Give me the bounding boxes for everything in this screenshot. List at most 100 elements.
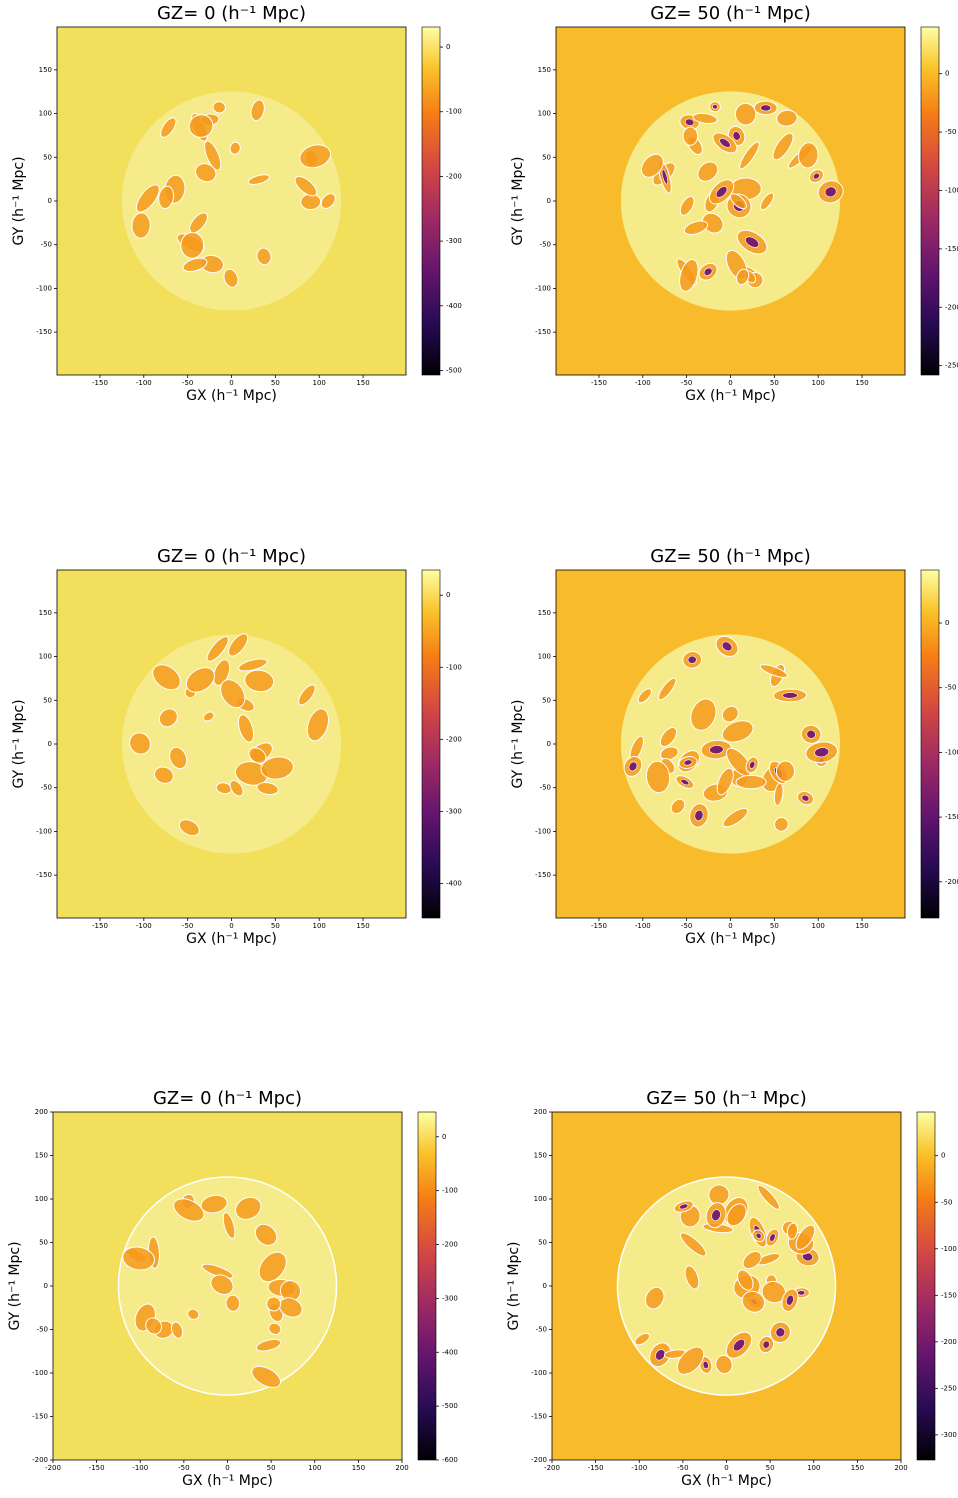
structure	[160, 117, 177, 138]
x-tick-label: 100	[807, 1464, 820, 1472]
x-tick-label: -100	[136, 379, 152, 387]
y-tick-label: 50	[538, 1239, 547, 1247]
y-tick-label: -150	[32, 1413, 48, 1421]
colorbar-tick-label: -200	[945, 878, 958, 886]
y-axis-label: GY (h⁻¹ Mpc)	[11, 699, 27, 788]
structure	[256, 782, 279, 796]
x-tick-label: 100	[308, 1464, 321, 1472]
structure-core	[732, 1338, 746, 1352]
structure	[299, 144, 332, 169]
structure	[254, 1223, 278, 1246]
structure	[131, 212, 151, 239]
colorbar-tick-label: -150	[941, 1291, 957, 1299]
structure	[173, 1198, 205, 1222]
y-tick-label: 50	[43, 696, 52, 704]
y-tick-label: -100	[36, 284, 52, 292]
y-tick-label: 200	[35, 1108, 48, 1116]
y-axis-label: GY (h⁻¹ Mpc)	[7, 1241, 23, 1330]
y-tick-label: -150	[535, 328, 551, 336]
field	[57, 27, 406, 375]
x-tick-label: -200	[45, 1464, 61, 1472]
x-tick-label: 50	[766, 1464, 775, 1472]
structure	[152, 664, 181, 691]
structure	[268, 1322, 282, 1336]
colorbar-tick-label: -300	[941, 1431, 957, 1439]
y-tick-label: 50	[542, 153, 551, 161]
structure-core	[824, 186, 837, 198]
panel: -150 -100 -50 0 50 100 150 -150 -100 -50 0 50 100 150…	[510, 546, 958, 947]
structure	[679, 258, 699, 292]
x-tick-label: 100	[812, 379, 825, 387]
structure-core	[679, 1203, 689, 1210]
structure	[775, 760, 796, 782]
x-axis-label: GX (h⁻¹ Mpc)	[182, 1473, 273, 1489]
y-tick-label: -200	[32, 1456, 48, 1464]
y-tick-label: 0	[48, 197, 52, 205]
y-tick-label: 0	[547, 197, 551, 205]
x-tick-label: -100	[136, 922, 152, 930]
structure-core	[797, 1290, 806, 1296]
structure	[169, 746, 188, 770]
x-axis-label: GX (h⁻¹ Mpc)	[681, 1473, 772, 1489]
structure	[206, 636, 229, 662]
structure	[773, 782, 784, 806]
structure-core	[762, 1340, 770, 1349]
structure-core	[719, 138, 731, 148]
x-tick-label: 150	[855, 379, 868, 387]
structure-core	[711, 1209, 721, 1222]
x-tick-label: 0	[724, 1464, 728, 1472]
colorbar-tick-label: -400	[442, 1348, 458, 1356]
structure	[774, 817, 789, 832]
colorbar-tick-label: 0	[442, 1133, 446, 1141]
panel-title: GZ= 0 (h⁻¹ Mpc)	[157, 546, 306, 567]
structure	[223, 268, 239, 288]
x-tick-label: 100	[313, 379, 326, 387]
structure-core	[782, 692, 798, 699]
structure	[798, 142, 819, 169]
colorbar	[920, 26, 940, 376]
y-tick-label: 50	[542, 696, 551, 704]
colorbar-tick-label: -200	[941, 1338, 957, 1346]
structure	[212, 101, 226, 114]
x-tick-label: 50	[770, 922, 779, 930]
structure	[122, 1246, 155, 1271]
colorbar-tick-label: -100	[945, 186, 958, 194]
structure	[185, 667, 216, 693]
structure	[697, 161, 719, 182]
structure	[726, 1203, 747, 1227]
x-tick-label: -150	[588, 1464, 604, 1472]
x-tick-label: 200	[395, 1464, 408, 1472]
structure	[187, 1308, 200, 1320]
x-tick-label: -50	[677, 1464, 688, 1472]
y-tick-label: -50	[540, 784, 551, 792]
colorbar-tick-label: 0	[446, 591, 450, 599]
structure	[248, 747, 267, 764]
survey-region	[121, 634, 342, 854]
y-tick-label: 50	[43, 153, 52, 161]
x-tick-label: 200	[894, 1464, 907, 1472]
y-tick-label: 150	[538, 609, 551, 617]
x-tick-label: 0	[728, 922, 732, 930]
colorbar-tick-label: -50	[941, 1198, 952, 1206]
y-tick-label: -100	[535, 284, 551, 292]
structure	[258, 1251, 287, 1283]
structure	[645, 760, 671, 794]
structure	[721, 720, 754, 743]
y-tick-label: 150	[534, 1152, 547, 1160]
y-tick-label: -100	[531, 1369, 547, 1377]
structure	[238, 658, 268, 672]
structure-core	[721, 641, 733, 652]
structure	[795, 1224, 816, 1250]
structure-core	[683, 759, 693, 766]
structure	[734, 102, 757, 126]
structure-core	[812, 172, 820, 180]
y-tick-label: 50	[39, 1239, 48, 1247]
x-tick-label: 0	[728, 379, 732, 387]
structure	[680, 1232, 707, 1257]
y-tick-label: 200	[534, 1108, 547, 1116]
field	[556, 570, 905, 918]
structure	[645, 1286, 665, 1310]
y-tick-label: -50	[37, 1326, 48, 1334]
x-tick-label: 100	[812, 922, 825, 930]
